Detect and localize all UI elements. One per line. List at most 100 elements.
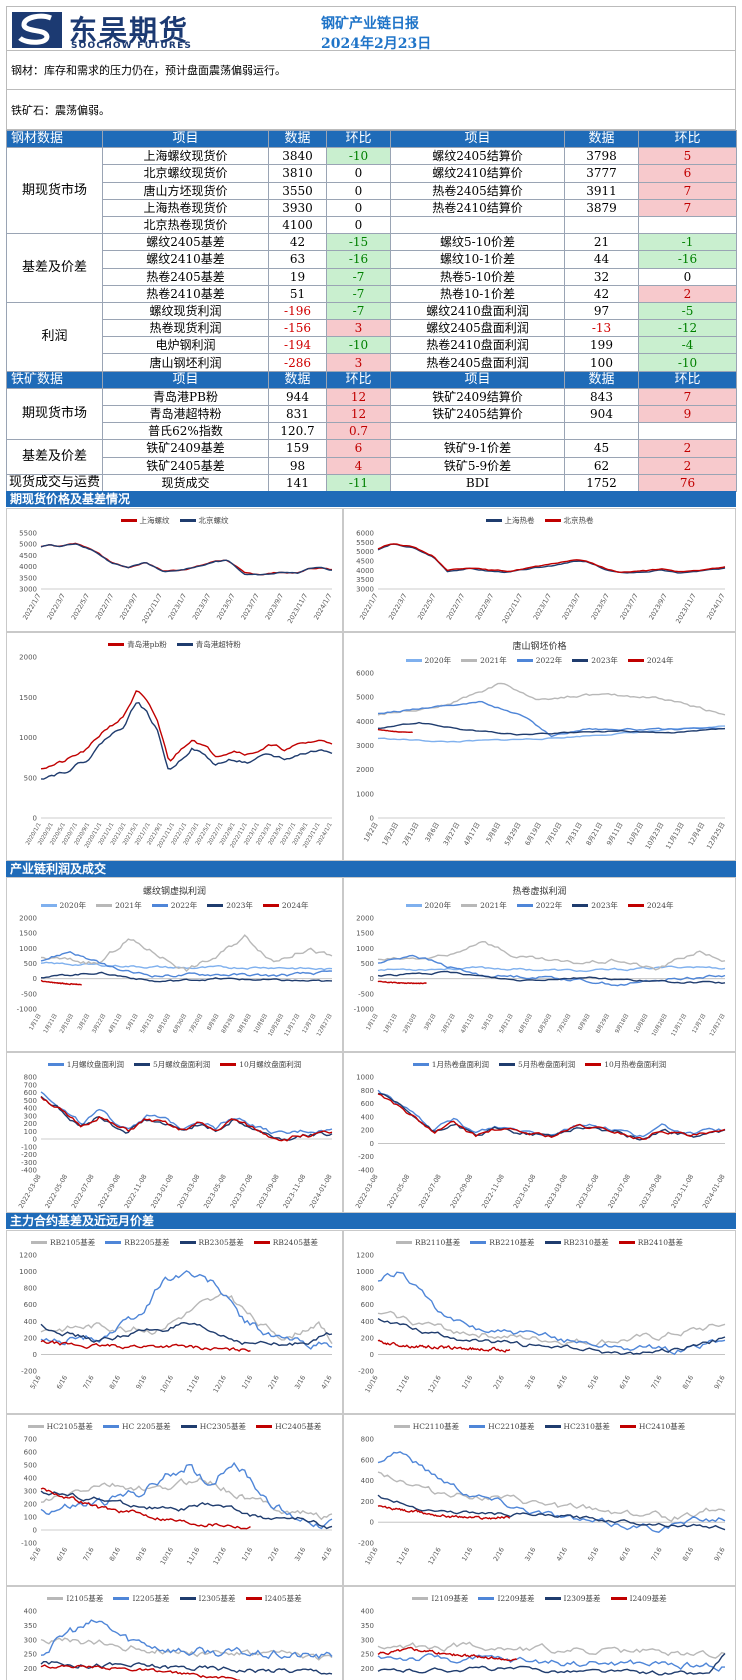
legend-label: 北京螺纹 [198,516,229,525]
x-tick-label: 4/16 [319,1374,333,1391]
chart-panel-c9: RB2105基差 RB2205基差 RB2305基差 RB2405基差 -200 0 200… [6,1230,343,1414]
item-change-right: -5 [638,301,737,321]
item-name: 北京热卷现货价 [102,215,269,235]
legend-swatch [256,1425,273,1428]
y-tick-label: 200 [361,1498,374,1506]
legend-swatch [207,904,224,907]
item-change: 12 [326,404,391,424]
x-tick-label: 5/16 [586,1546,600,1563]
legend-swatch [516,659,533,662]
legend-item: 2023年 [207,900,253,911]
series-line [377,1494,726,1531]
legend-swatch [393,1425,410,1428]
y-tick-label: 3000 [356,742,374,750]
x-tick-label: 3月6日 [423,821,441,843]
y-tick-label: 4000 [356,567,374,575]
item-change: -7 [326,284,391,303]
y-tick-label: 1200 [356,1252,374,1260]
y-tick-label: 600 [24,1449,37,1457]
item-value: 120.7 [268,422,327,441]
x-tick-label: 10月23日 [644,821,666,851]
x-tick-label: 5月1日 [480,1013,495,1032]
y-tick-label: 3500 [356,576,374,584]
y-tick-label: 1500 [356,930,374,938]
legend-label: 北京热卷 [563,516,594,525]
y-tick-label: 5500 [356,539,374,547]
ore-comment: 铁矿石：震荡偏弱。 [6,90,736,130]
x-tick-label: 5/16 [28,1374,42,1391]
x-tick-label: 2022/3/7 [387,592,409,621]
x-tick-label: 2023-11-08 [669,1173,695,1210]
x-tick-label: 7/16 [649,1374,663,1391]
ore_table-col-data-right: 数据 [564,370,639,389]
item-change: -10 [326,147,391,166]
ore_table-header-row: 铁矿数据 项目 数据 环比 项目 数据 环比 [6,370,737,389]
item-name: 上海螺纹现货价 [102,147,269,166]
y-tick-label: 1000 [356,1268,374,1276]
item-name: 唐山方坯现货价 [102,181,269,200]
item-change: 3 [326,353,391,372]
legend-label: 上海热卷 [504,516,535,525]
series-line [377,543,726,574]
legend-swatch [572,659,589,662]
chart-legend: HC2105基差 HC 2205基差 HC2305基差 HC2405基差 [7,1421,342,1432]
y-tick-label: 400 [361,1318,374,1326]
series-line [40,1490,333,1530]
chart-plot: -100 0 100 200 300 400 500 600 700 5/16 6/16 7/16 8/… [21,1436,334,1567]
y-tick-label: 600 [361,1456,374,1464]
chart-panel-c6: 热卷虚拟利润 2020年 2021年 2022年 2023年 2024年 -1000 -500… [343,877,736,1052]
x-tick-label: 7/16 [649,1546,663,1563]
x-tick-label: 4/16 [319,1546,333,1563]
x-tick-label: 3月22日 [91,1013,108,1035]
x-tick-label: 2024-01-08 [701,1173,727,1210]
legend-swatch [180,1425,197,1428]
legend-swatch [405,904,422,907]
legend-label: RB2305基差 [198,1238,244,1247]
y-tick-label: 200 [24,1665,37,1673]
group-label-basis: 基差及价差 [6,439,103,475]
x-tick-label: 2022-11-08 [480,1173,506,1210]
legend-swatch [40,904,57,907]
y-tick-label: 1500 [19,930,37,938]
x-tick-label: 11/16 [395,1546,411,1566]
steel_table-section-label: 钢材数据 [6,129,103,149]
y-tick-label: 1000 [19,945,37,953]
x-tick-label: 2022/5/7 [416,592,438,621]
group-label-spot: 期现货市场 [6,147,103,235]
x-tick-label: 9/16 [712,1546,726,1563]
x-tick-label: 5/16 [28,1546,42,1563]
x-tick-label: 2023/5/7 [590,592,612,621]
item-name: 热卷现货利润 [102,319,269,338]
legend-label: HC2410基差 [638,1422,686,1431]
x-tick-label: 2022/9/7 [474,592,496,621]
legend-item: HC2310基差 [544,1421,610,1432]
legend-swatch [47,1063,64,1066]
y-tick-label: 0 [370,1519,374,1527]
series-line [40,1292,333,1344]
x-tick-label: 2023-09-08 [638,1173,664,1210]
x-tick-label: 7月20日 [188,1013,205,1035]
legend-label: 2023年 [591,901,618,910]
x-tick-label: 9月18日 [236,1013,253,1035]
x-tick-label: 1/16 [460,1546,474,1563]
legend-item: 2020年 [40,900,86,911]
legend-item: I2109基差 [412,1593,468,1604]
y-tick-label: -400 [21,1167,37,1175]
steel_table-col-data: 数据 [268,129,327,149]
ore_table-section-label: 铁矿数据 [6,370,103,389]
legend-label: RB2205基差 [124,1238,170,1247]
legend-swatch [498,1063,515,1066]
x-tick-label: 1/16 [240,1374,254,1391]
x-tick-label: 7/16 [81,1374,95,1391]
item-name: 螺纹2405基差 [102,233,269,252]
x-tick-label: 12月27日 [708,1013,727,1038]
legend-item: HC 2205基差 [102,1421,171,1432]
x-tick-label: 8月29日 [220,1013,237,1035]
x-tick-label: 12月7日 [691,1013,708,1035]
steel_table-row: 电炉钢利润 -194 -10 热卷2410盘面利润 199 -4 [7,336,737,355]
item-name-right: 螺纹10-1价差 [390,250,565,269]
legend-item: 2024年 [627,900,673,911]
legend-swatch [151,904,168,907]
y-tick-label: 0 [33,1351,37,1359]
legend-item: 1月螺纹盘面利润 [47,1059,124,1070]
